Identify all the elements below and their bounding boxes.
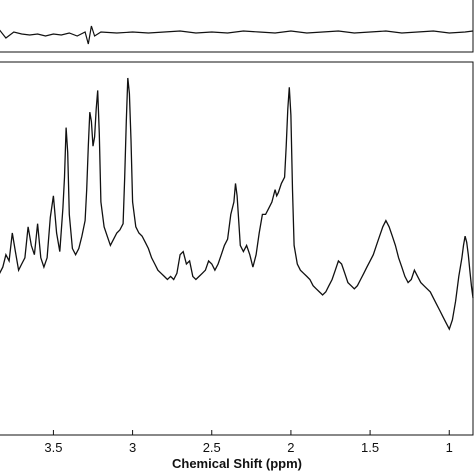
- spectrum-series-line: [0, 77, 474, 331]
- x-tick-label: 3: [129, 440, 136, 455]
- x-tick-label: 1.5: [361, 440, 379, 455]
- x-tick-label: 1: [446, 440, 453, 455]
- x-axis-ticks: 3.5 3 2.5 2 1.5 1: [44, 430, 453, 455]
- residual-panel: [0, 0, 474, 53]
- x-tick-label: 3.5: [44, 440, 62, 455]
- spectrum-panel: 3.5 3 2.5 2 1.5 1 Chemical Shift (ppm): [0, 61, 474, 471]
- spectrum-plot-frame: [0, 61, 474, 436]
- residual-series-line: [0, 25, 474, 45]
- x-axis-title: Chemical Shift (ppm): [172, 456, 302, 471]
- residual-plot-frame: [0, 0, 474, 53]
- x-tick-label: 2.5: [203, 440, 221, 455]
- x-tick-label: 2: [287, 440, 294, 455]
